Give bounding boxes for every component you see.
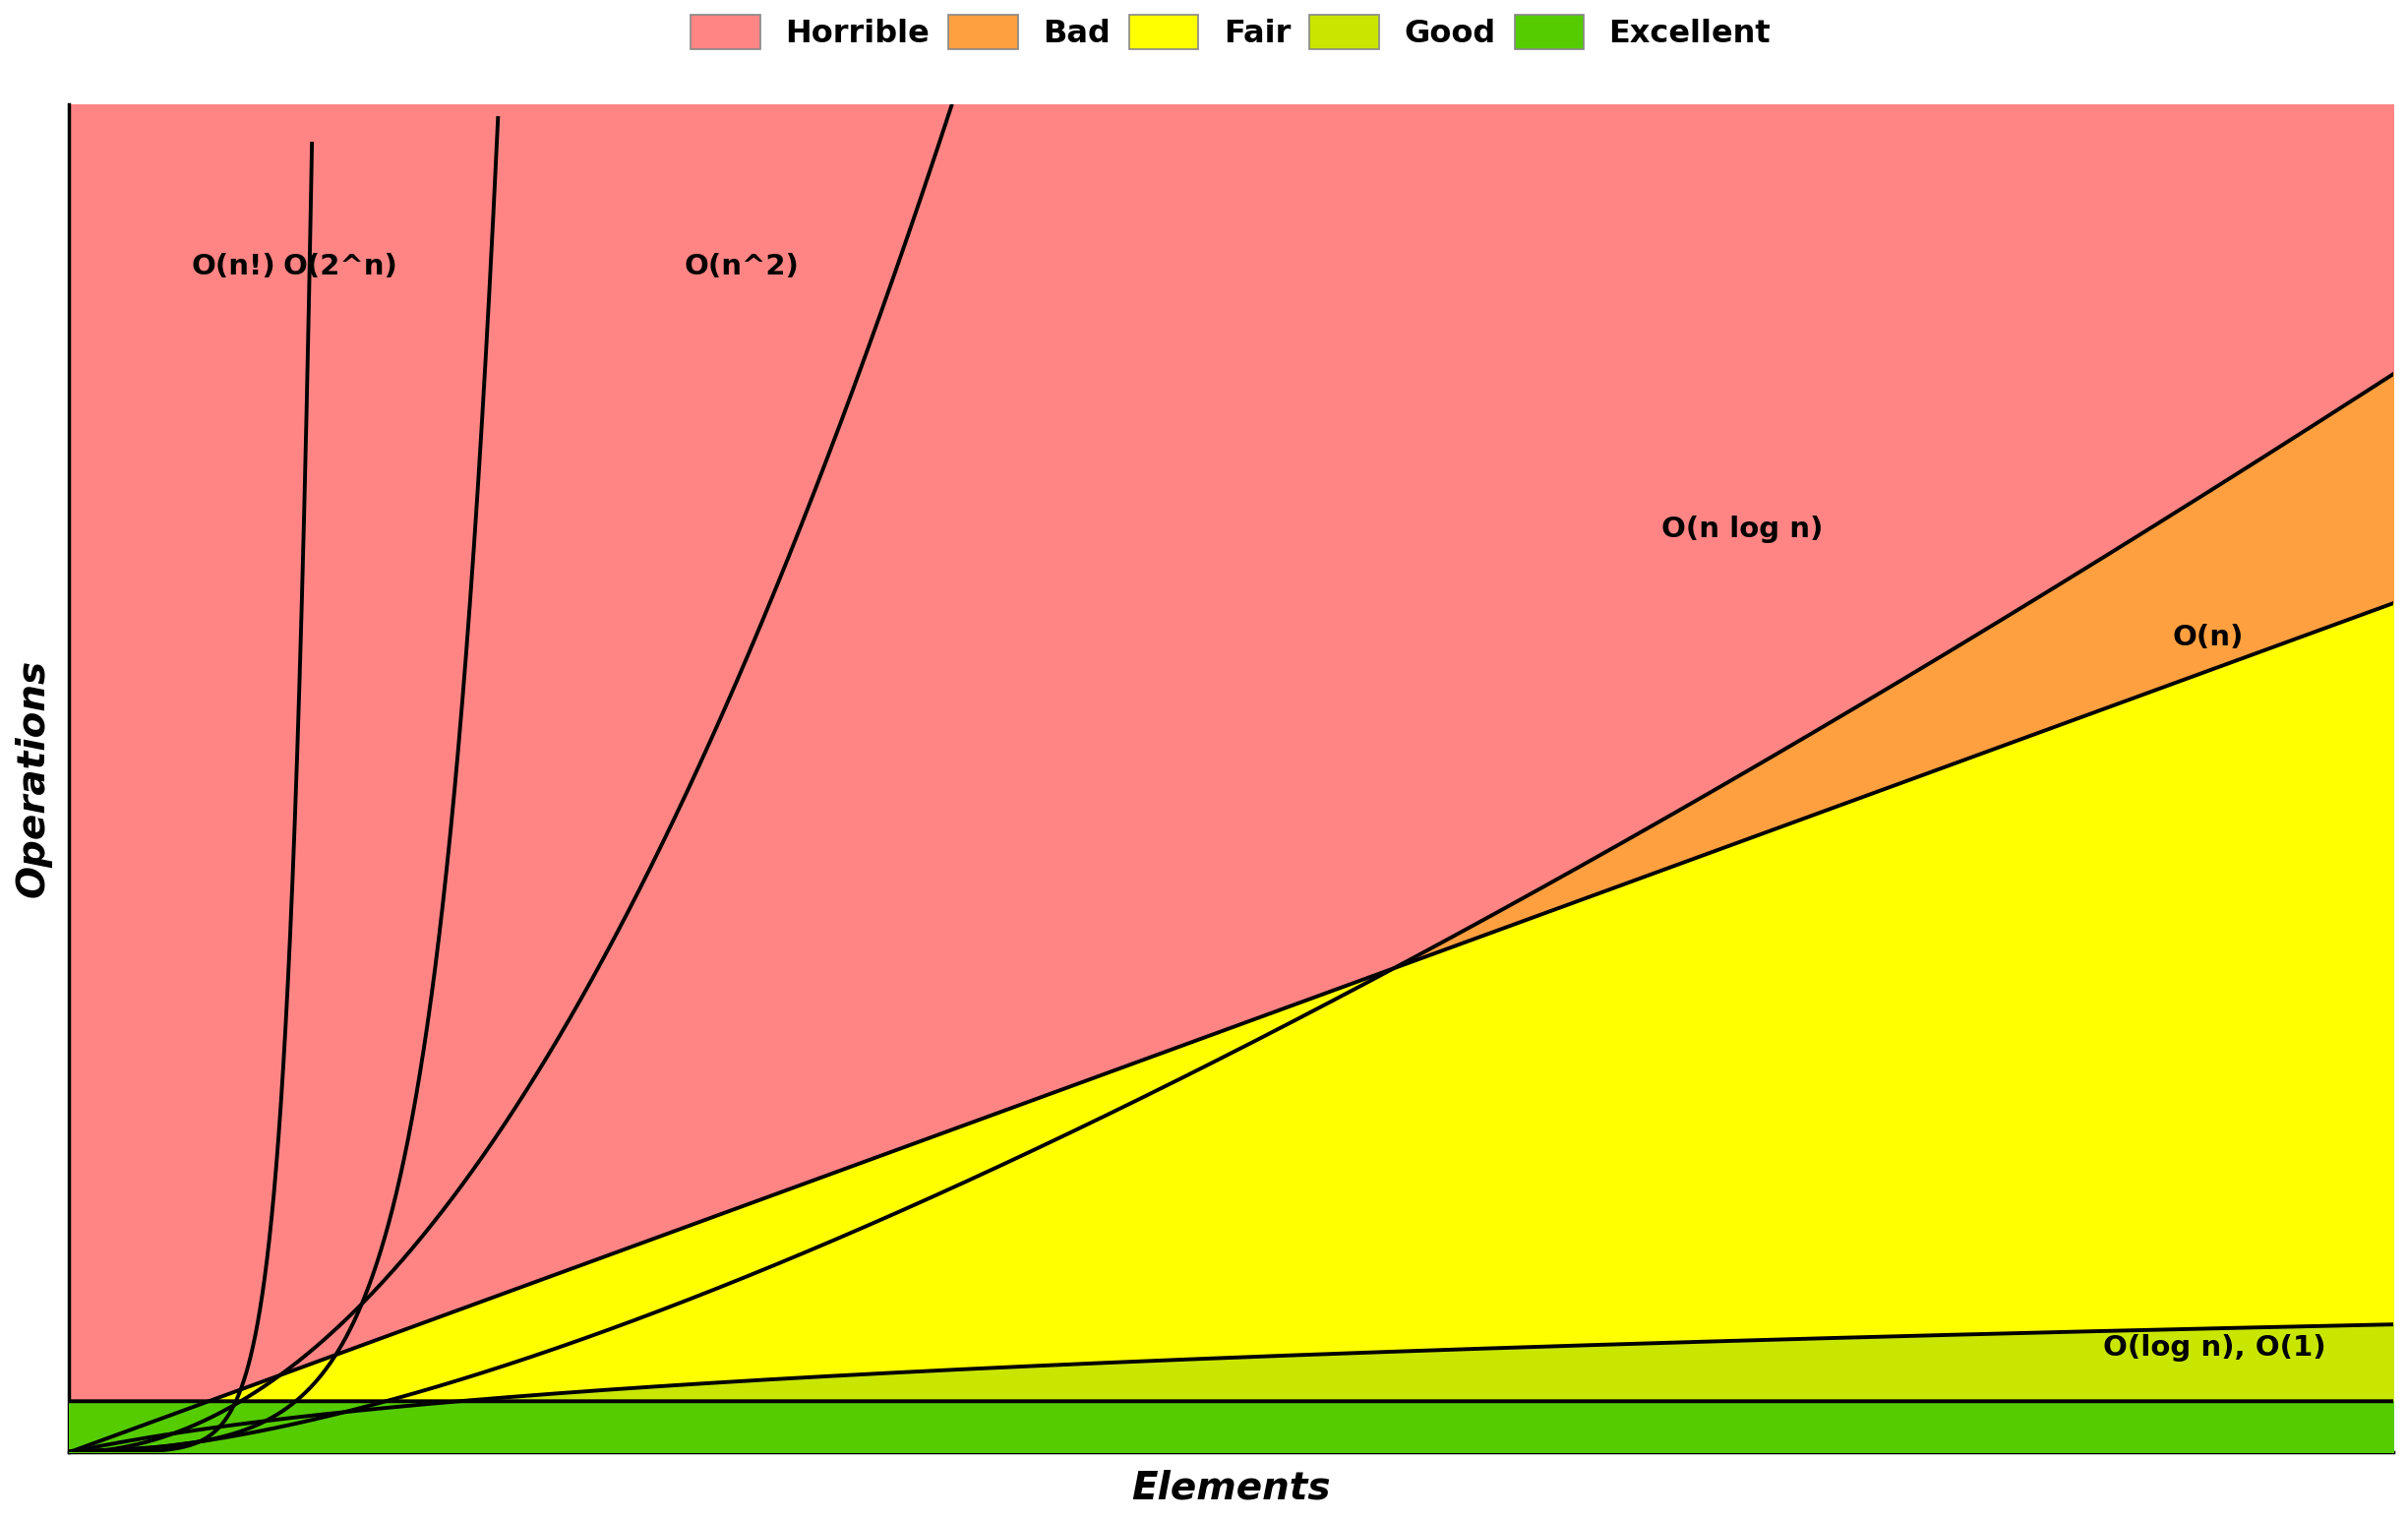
Text: O(n^2): O(n^2) xyxy=(684,252,799,280)
X-axis label: Elements: Elements xyxy=(1132,1469,1332,1506)
Text: O(n!): O(n!) xyxy=(193,252,277,280)
Text: O(2^n): O(2^n) xyxy=(282,252,397,280)
Text: O(n): O(n) xyxy=(2172,624,2244,651)
Legend: Horrible, Bad, Fair, Good, Excellent: Horrible, Bad, Fair, Good, Excellent xyxy=(674,0,1787,65)
Text: O(log n), O(1): O(log n), O(1) xyxy=(2102,1334,2326,1361)
Text: O(n log n): O(n log n) xyxy=(1662,516,1823,543)
Y-axis label: Operations: Operations xyxy=(14,659,53,897)
